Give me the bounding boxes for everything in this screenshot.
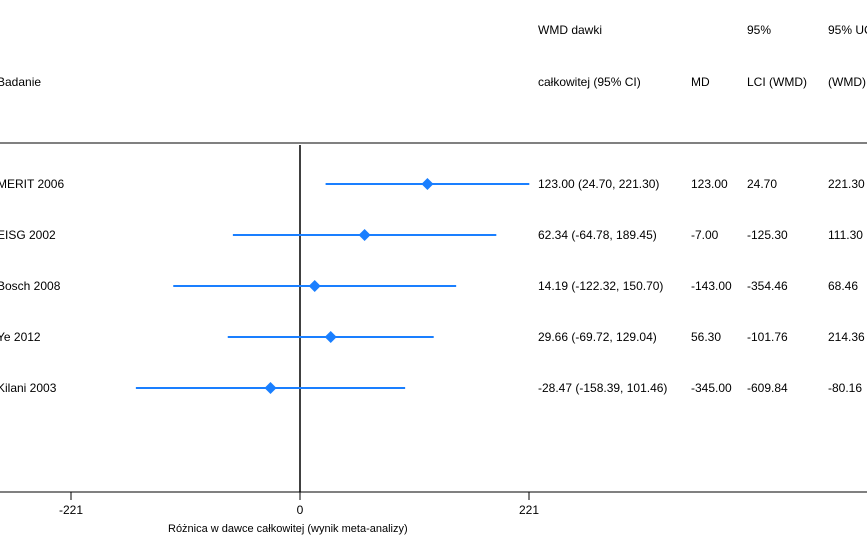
uci-value: 111.30 [828,228,863,242]
header-wmd-line2: całkowitej (95% CI) [538,75,641,89]
header-uci-line1: 95% UCI [828,23,867,37]
x-axis-label: Różnica w dawce całkowitej (wynik meta-a… [168,523,408,535]
x-tick-label: 221 [518,503,540,517]
header-lci-line1: 95% [747,23,772,37]
ci-text: 14.19 (-122.32, 150.70) [538,279,664,293]
uci-value: 68.46 [828,279,859,293]
ci-text: -28.47 (-158.39, 101.46) [538,381,668,395]
lci-value: -101.76 [747,330,788,344]
uci-value: 221.30 [828,177,865,191]
md-value: 123.00 [691,177,728,191]
header-study: Badanie [0,75,42,89]
md-value: -345.00 [691,381,732,395]
point-estimate-marker [421,178,434,190]
study-label: Ye 2012 [0,330,41,344]
x-tick-label: 0 [296,503,304,517]
lci-value: 24.70 [747,177,778,191]
header-uci-line2: (WMD) [828,75,866,89]
study-label: MERIT 2006 [0,177,65,191]
point-estimate-marker [308,280,321,292]
study-label: Kilani 2003 [0,381,57,395]
ci-text: 62.34 (-64.78, 189.45) [538,228,657,242]
lci-value: -125.30 [747,228,788,242]
ci-text: 123.00 (24.70, 221.30) [538,177,660,191]
lci-value: -609.84 [747,381,788,395]
point-estimate-marker [324,331,337,343]
ci-text: 29.66 (-69.72, 129.04) [538,330,657,344]
md-value: -7.00 [691,228,719,242]
header-wmd-line1: WMD dawki [538,23,603,37]
header-lci-line2: LCI (WMD) [747,75,807,89]
study-label: EISG 2002 [0,228,56,242]
x-tick-label: -221 [58,503,84,517]
point-estimate-marker [358,229,371,241]
uci-value: -80.16 [828,381,863,395]
md-value: 56.30 [691,330,722,344]
point-estimate-marker [264,382,277,394]
lci-value: -354.46 [747,279,788,293]
uci-value: 214.36 [828,330,865,344]
header-md: MD [691,75,710,89]
md-value: -143.00 [691,279,732,293]
study-label: Bosch 2008 [0,279,61,293]
